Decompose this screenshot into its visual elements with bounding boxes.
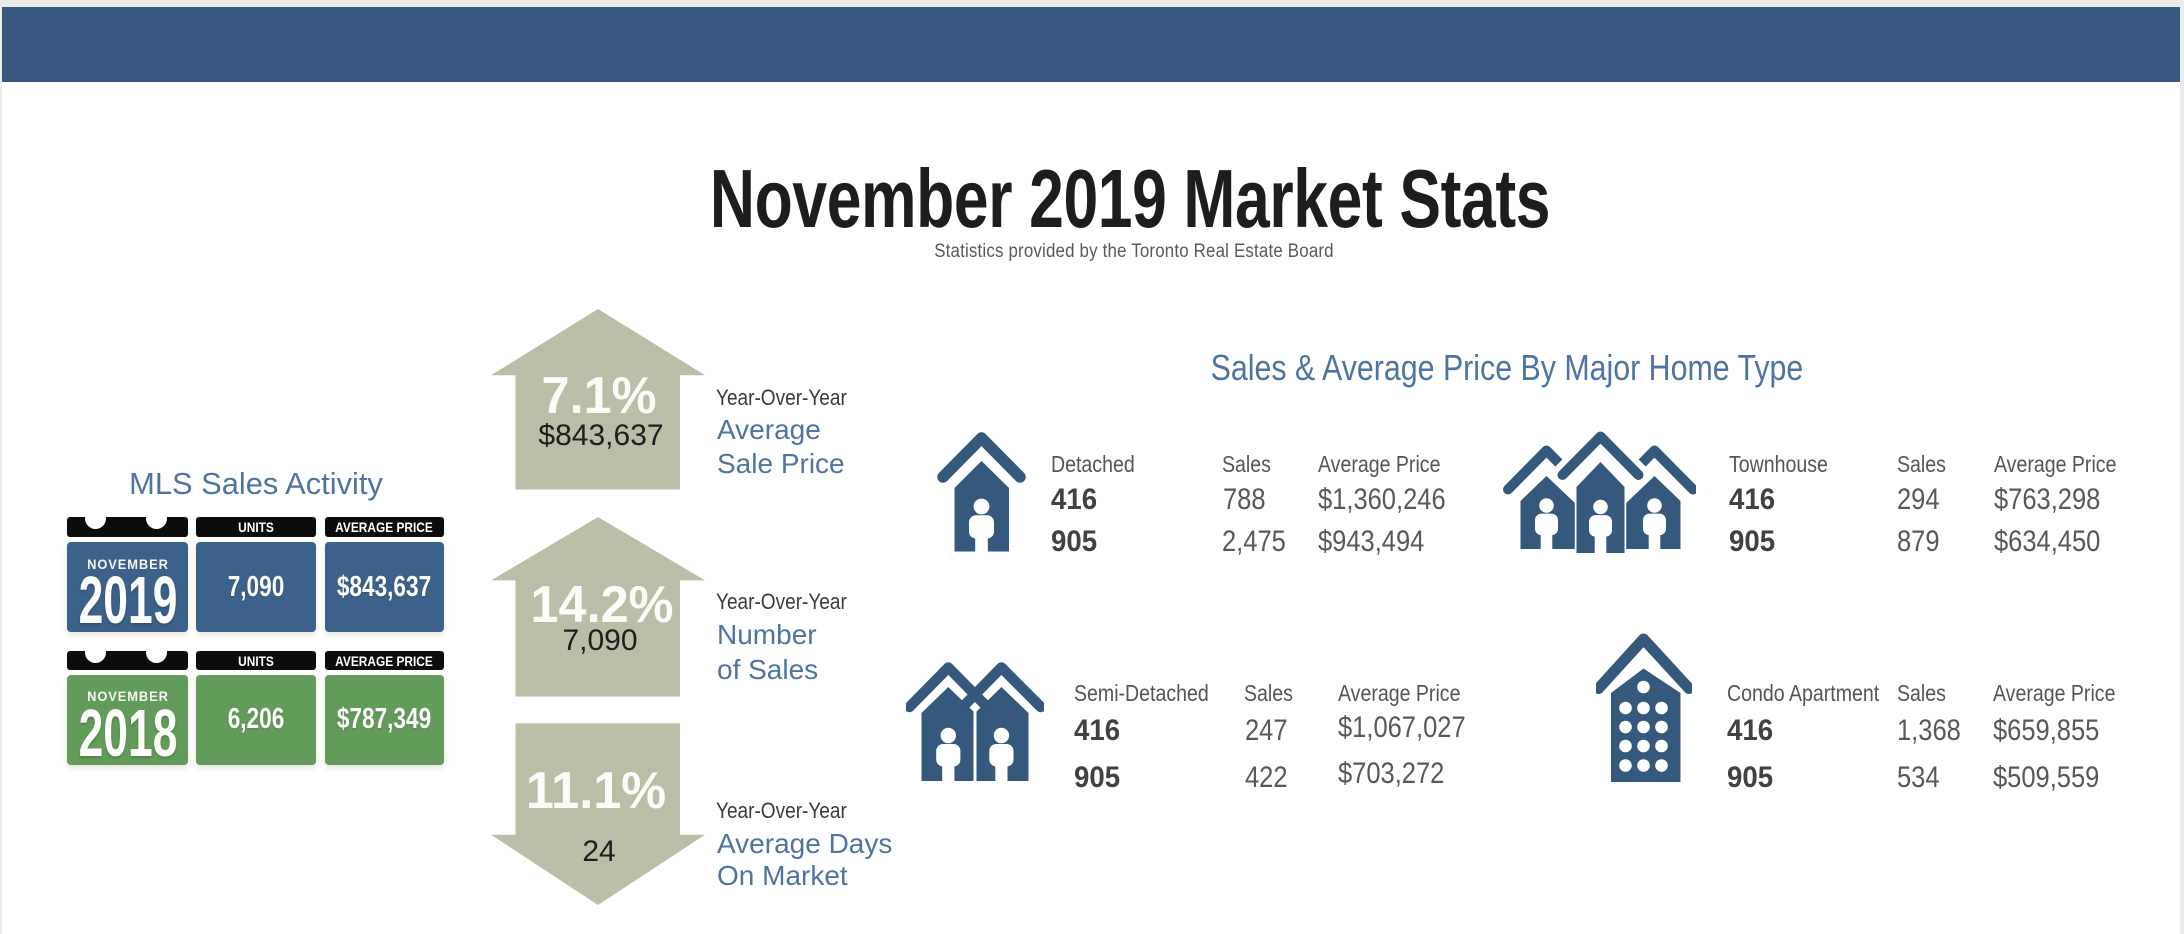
units-tile-header-2018 xyxy=(196,650,316,670)
semi-detached-416-sales: 247 xyxy=(1244,714,1288,748)
yoy-value-number-of-sales: 7,090 xyxy=(562,623,638,657)
units-tile-2019 xyxy=(196,541,316,632)
home-types-heading: Sales & Average Price By Major Home Type xyxy=(1210,347,1804,389)
avg-price-value-2019: $843,637 xyxy=(337,571,432,603)
mls-sales-activity-title: MLS Sales Activity xyxy=(129,466,383,502)
condo-apartment-416-price: $659,855 xyxy=(1992,714,2099,748)
townhouse-price-header: Average Price xyxy=(1993,450,2116,477)
detached-905-price: $943,494 xyxy=(1318,524,1425,558)
semi-detached-416-price: $1,067,027 xyxy=(1338,710,1466,744)
detached-house-icon xyxy=(937,432,1026,555)
yoy-metric-1-line2: Sale Price xyxy=(717,448,845,480)
yoy-value-average-sale-price: $843,637 xyxy=(538,418,664,452)
units-value-2018: 6,206 xyxy=(227,703,285,736)
page-title: November 2019 Market Stats xyxy=(709,151,1551,245)
detached-name: Detached xyxy=(1051,450,1135,477)
viewer-background-top xyxy=(0,0,2184,7)
townhouse-416-sales: 294 xyxy=(1897,482,1940,516)
avg-price-label-2019: AVERAGE PRICE xyxy=(335,519,434,536)
calendar-tile-header-2019 xyxy=(67,508,189,537)
page-subtitle: Statistics provided by the Toronto Real … xyxy=(934,240,1334,262)
detached-price-header: Average Price xyxy=(1318,450,1441,477)
yoy-label-2: Year-Over-Year xyxy=(716,589,847,615)
calendar-month-2018: NOVEMBER xyxy=(86,688,169,705)
units-label-2019: UNITS xyxy=(238,519,275,536)
semi-detached-905-area: 905 xyxy=(1073,760,1120,794)
townhouse-416-price: $763,298 xyxy=(1993,482,2100,516)
top-banner xyxy=(2,7,2180,82)
condo-apartment-905-area: 905 xyxy=(1727,760,1774,794)
yoy-label-1: Year-Over-Year xyxy=(716,385,847,411)
condo-apartment-name: Condo Apartment xyxy=(1727,679,1880,706)
yoy-arrows-graphic xyxy=(491,309,705,905)
townhouse-905-sales: 879 xyxy=(1897,524,1940,558)
calendar-year-2018: 2018 xyxy=(78,696,178,772)
detached-sales-header: Sales xyxy=(1222,450,1271,477)
calendar-month-2019: NOVEMBER xyxy=(86,555,169,572)
condo-apartment-905-sales: 534 xyxy=(1897,760,1940,794)
yoy-percent-average-sale-price: 7.1% xyxy=(541,367,657,425)
yoy-label-3: Year-Over-Year xyxy=(716,798,847,824)
calendar-ring-hole xyxy=(85,641,107,663)
semi-detached-price-header: Average Price xyxy=(1338,679,1461,706)
detached-416-area: 416 xyxy=(1051,482,1098,516)
detached-416-price: $1,360,246 xyxy=(1318,482,1446,516)
condo-apartment-sales-header: Sales xyxy=(1896,679,1946,706)
yoy-metric-1-line1: Average xyxy=(717,413,821,445)
townhouse-905-area: 905 xyxy=(1729,524,1776,558)
semi-detached-905-price: $703,272 xyxy=(1338,757,1445,791)
viewer-background-right xyxy=(2180,0,2184,934)
calendar-ring-hole xyxy=(145,641,167,663)
yoy-metric-2-line1: Number xyxy=(717,619,817,651)
calendar-tile-2019 xyxy=(67,541,189,632)
condo-apartment-905-price: $509,559 xyxy=(1992,760,2099,794)
condo-apartment-416-area: 416 xyxy=(1727,714,1774,748)
semi-detached-416-area: 416 xyxy=(1073,714,1120,748)
units-tile-2018 xyxy=(196,675,316,765)
townhouse-sales-header: Sales xyxy=(1897,450,1946,477)
semi-detached-name: Semi-Detached xyxy=(1073,679,1209,706)
avg-price-tile-header-2019 xyxy=(324,517,445,537)
semi-detached-sales-header: Sales xyxy=(1244,679,1293,706)
avg-price-tile-2019 xyxy=(324,541,445,632)
viewer-background-left xyxy=(0,0,2,934)
units-label-2018: UNITS xyxy=(238,652,275,669)
detached-416-sales: 788 xyxy=(1222,482,1266,516)
townhouse-icon xyxy=(1503,428,1696,555)
detached-905-sales: 2,475 xyxy=(1221,524,1286,558)
detached-905-area: 905 xyxy=(1051,524,1098,558)
units-value-2019: 7,090 xyxy=(227,571,285,603)
townhouse-name: Townhouse xyxy=(1729,450,1828,477)
calendar-year-2019: 2019 xyxy=(78,562,178,638)
townhouse-905-price: $634,450 xyxy=(1993,524,2100,558)
yoy-percent-average-days-on-market: 11.1% xyxy=(525,762,667,821)
condo-apartment-icon xyxy=(1596,633,1692,782)
avg-price-value-2018: $787,349 xyxy=(337,703,432,736)
down-arrow-average-days-on-market xyxy=(491,723,705,905)
townhouse-416-area: 416 xyxy=(1729,482,1776,516)
yoy-metric-2-line2: of Sales xyxy=(717,653,819,685)
condo-apartment-price-header: Average Price xyxy=(1992,679,2116,706)
calendar-ring-hole xyxy=(85,508,107,529)
calendar-tile-2018 xyxy=(67,675,189,765)
units-tile-header-2019 xyxy=(196,517,316,537)
yoy-percent-number-of-sales: 14.2% xyxy=(529,575,674,634)
avg-price-tile-2018 xyxy=(324,675,445,765)
calendar-ring-hole xyxy=(145,508,167,529)
condo-apartment-416-sales: 1,368 xyxy=(1897,714,1962,748)
semi-detached-icon xyxy=(906,662,1044,785)
avg-price-label-2018: AVERAGE PRICE xyxy=(335,652,434,669)
up-arrow-number-of-sales xyxy=(491,517,705,697)
yoy-metric-3-line2: On Market xyxy=(717,859,848,891)
calendar-tile-header-2018 xyxy=(67,641,189,670)
semi-detached-905-sales: 422 xyxy=(1244,760,1288,794)
up-arrow-average-sale-price xyxy=(491,309,705,490)
yoy-value-average-days-on-market: 24 xyxy=(582,834,616,868)
avg-price-tile-header-2018 xyxy=(324,650,445,670)
yoy-metric-3-line1: Average Days xyxy=(717,828,893,860)
